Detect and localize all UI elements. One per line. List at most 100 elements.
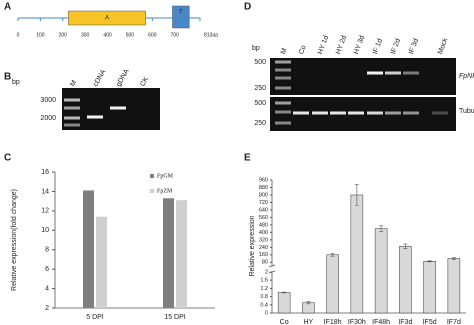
y-tick-label: 0.8 bbox=[260, 294, 268, 300]
x-tick-label: 5 DPI bbox=[86, 314, 104, 321]
gel-band bbox=[275, 101, 291, 105]
gel-band bbox=[275, 60, 291, 64]
gel-band bbox=[330, 111, 346, 115]
bar bbox=[447, 258, 461, 314]
y-tick-label: 12 bbox=[41, 208, 49, 215]
error-bar bbox=[306, 301, 311, 305]
bar bbox=[302, 302, 315, 314]
bar bbox=[374, 228, 388, 314]
lane-label: Co bbox=[298, 44, 308, 55]
gel-band bbox=[275, 86, 291, 90]
bar bbox=[326, 254, 339, 314]
y-tick-label: 2 bbox=[265, 269, 268, 275]
gel-image bbox=[270, 58, 456, 95]
y-tick-label: 0 bbox=[265, 310, 268, 316]
error-bar bbox=[282, 291, 287, 294]
lane-label: cDNA bbox=[92, 68, 107, 88]
y-tick-label: 80 bbox=[262, 260, 268, 266]
y-tick-label: 1.2 bbox=[260, 286, 268, 292]
tick-label: 200 bbox=[59, 32, 68, 38]
legend-label: FpGM bbox=[157, 173, 174, 179]
x-tick-label: 15 DPI bbox=[164, 314, 185, 321]
gel-band bbox=[348, 111, 364, 115]
row-label: Tubulin bbox=[459, 108, 474, 115]
y-tick-label: 560 bbox=[259, 215, 268, 221]
lane-label: HY 2d bbox=[335, 35, 348, 56]
lane-label: gDNA bbox=[115, 68, 131, 88]
y-tick-label: 0.4 bbox=[260, 302, 268, 308]
bar bbox=[83, 190, 94, 308]
y-tick-label: 6 bbox=[45, 266, 49, 273]
lane-label: IF 2d bbox=[390, 38, 402, 55]
x-tick-label: IF7d bbox=[447, 319, 461, 325]
bar bbox=[96, 216, 107, 308]
size-label: 250 bbox=[254, 85, 266, 92]
y-axis-title: Relative expression bbox=[249, 215, 256, 276]
y-tick-label: 8 bbox=[45, 247, 49, 254]
gel-band bbox=[367, 111, 383, 115]
legend-label: FpZM bbox=[157, 188, 173, 194]
size-label: 500 bbox=[254, 59, 266, 66]
y-tick-label: 960 bbox=[259, 177, 268, 183]
y-tick-label: 720 bbox=[259, 200, 268, 206]
error-bar bbox=[354, 184, 359, 206]
y-tick-label: 16 bbox=[41, 169, 49, 176]
y-tick-label: 480 bbox=[259, 222, 268, 228]
error-bar bbox=[427, 260, 432, 263]
gel-band bbox=[64, 98, 80, 102]
size-label: 500 bbox=[254, 100, 266, 107]
error-bar bbox=[451, 257, 456, 260]
axis bbox=[271, 180, 466, 314]
tick-label: 0 bbox=[17, 32, 20, 38]
gel-band bbox=[312, 111, 328, 115]
y-tick-label: 640 bbox=[259, 207, 268, 213]
domain bbox=[172, 5, 190, 29]
lane-label: IF 3d bbox=[408, 38, 420, 55]
panel-label: B bbox=[4, 72, 11, 83]
gel-band bbox=[293, 111, 309, 115]
y-tick-label: 880 bbox=[259, 185, 268, 191]
bar bbox=[163, 198, 174, 308]
axis bbox=[54, 172, 215, 309]
gel-band bbox=[275, 68, 291, 72]
gel-band bbox=[110, 106, 126, 110]
x-tick-label: IF18h bbox=[324, 319, 342, 325]
gel-band bbox=[87, 115, 103, 119]
legend-swatch bbox=[150, 189, 154, 193]
lane-label: M bbox=[69, 79, 78, 88]
unit-label: bp bbox=[252, 45, 260, 52]
gel-band bbox=[432, 111, 448, 115]
tick-label: 500 bbox=[126, 32, 135, 38]
legend-swatch bbox=[150, 174, 154, 178]
gel-band bbox=[403, 111, 419, 115]
gel-band bbox=[275, 76, 291, 80]
bar bbox=[350, 194, 364, 314]
bar bbox=[399, 246, 412, 314]
size-label: 2000 bbox=[40, 115, 56, 122]
error-bar bbox=[330, 253, 335, 257]
bar bbox=[423, 261, 436, 314]
y-tick-label: 240 bbox=[259, 245, 268, 251]
domain-label: A bbox=[105, 16, 109, 22]
gel-band bbox=[403, 71, 419, 75]
bar bbox=[176, 200, 187, 308]
gel-band bbox=[367, 71, 383, 75]
lane-label: IF 1d bbox=[372, 38, 384, 55]
tick-label: 813aa bbox=[204, 32, 218, 38]
y-tick-label: 320 bbox=[259, 237, 268, 243]
domain-label: T bbox=[179, 10, 183, 16]
y-tick-label: 4 bbox=[45, 285, 49, 292]
x-tick-label: Co bbox=[280, 319, 289, 325]
gel-band bbox=[275, 110, 291, 114]
y-tick-label: 400 bbox=[259, 230, 268, 236]
x-tick-label: IF5d bbox=[423, 319, 437, 325]
y-tick-label: 14 bbox=[41, 188, 49, 195]
tick-label: 600 bbox=[148, 32, 157, 38]
panel-label: E bbox=[244, 153, 251, 164]
size-label: 3000 bbox=[40, 97, 56, 104]
unit-label: bp bbox=[12, 79, 20, 86]
lane-label: HY 3d bbox=[353, 35, 366, 56]
x-tick-label: HY bbox=[304, 319, 314, 325]
x-tick-label: IF30h bbox=[348, 319, 366, 325]
panel-label: D bbox=[244, 2, 251, 13]
